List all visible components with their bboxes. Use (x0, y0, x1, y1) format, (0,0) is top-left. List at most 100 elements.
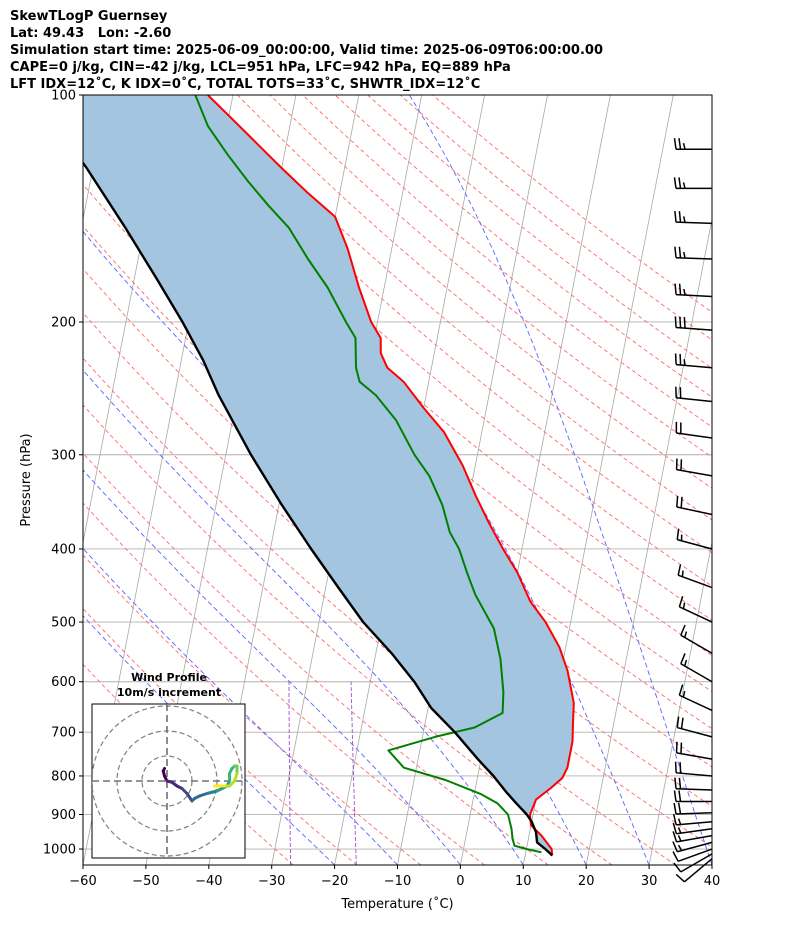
wind-barb (674, 353, 713, 369)
wind-barb-flag (678, 177, 682, 189)
wind-barb-flag (683, 359, 686, 366)
wind-barb (674, 283, 713, 298)
wind-barb-flag (678, 595, 684, 608)
wind-barb-shaft (676, 828, 713, 835)
location-line: Lat: 49.43 Lon: -2.60 (10, 26, 172, 41)
y-tick-label: 200 (51, 315, 76, 330)
y-tick-label: 500 (51, 616, 76, 631)
y-tick-label: 700 (51, 726, 76, 741)
wind-barb-shaft (675, 811, 713, 815)
wind-barb (674, 211, 713, 225)
cape-cin-area (83, 95, 574, 856)
wind-barb (680, 624, 713, 654)
wind-barb-shaft (676, 752, 713, 760)
wind-barb-flag (675, 873, 685, 883)
wind-barb-flag (678, 790, 682, 802)
x-tick-label: 30 (641, 874, 658, 889)
wind-barb (676, 495, 713, 516)
wind-barb (675, 741, 713, 760)
wind-barb (675, 858, 713, 883)
wind-barb-flag (683, 317, 686, 329)
wind-barb-flag (677, 564, 682, 576)
wind-barb-shaft (679, 606, 713, 623)
wind-barb (674, 246, 713, 260)
mixing-ratio-line (350, 681, 357, 865)
moist-adiabat (83, 547, 398, 865)
wind-barb-shaft (679, 694, 713, 712)
wind-barb-flag (682, 143, 686, 150)
wind-barb-shaft (676, 506, 713, 516)
wind-barb (673, 790, 712, 803)
dry-adiabat (269, 95, 712, 458)
x-axis-label: Temperature (˚C) (340, 896, 453, 912)
wind-barb (678, 595, 713, 623)
wind-barb (674, 761, 713, 777)
hodograph-title: Wind Profile 10m/s increment (92, 670, 246, 700)
wind-barb-flag (673, 802, 677, 815)
wind-barb-shaft (676, 293, 713, 298)
dry-adiabat (83, 404, 613, 865)
y-tick-label: 100 (51, 89, 76, 104)
wind-barb-shaft (677, 538, 713, 550)
dry-adiabat (106, 95, 712, 621)
wind-barb-shaft (676, 820, 713, 826)
wind-barb (672, 848, 713, 863)
y-tick-label: 600 (51, 675, 76, 690)
isotherm-40 (711, 862, 712, 865)
wind-barb-flag (680, 653, 686, 665)
dry-adiabat (83, 225, 712, 768)
wind-barb-flag (680, 624, 686, 636)
wind-barb (674, 777, 713, 791)
x-tick-label: −30 (258, 874, 285, 889)
dry-adiabat (171, 95, 712, 554)
moist-adiabat (142, 95, 650, 865)
wind-barb-flag (677, 827, 682, 834)
chart-header: SkewTLogP Guernsey Lat: 49.43 Lon: -2.60… (10, 8, 603, 93)
x-tick-label: −20 (321, 874, 348, 889)
wind-barb-flag (676, 716, 680, 728)
cape-line: CAPE=0 j/kg, CIN=-42 j/kg, LCL=951 hPa, … (10, 60, 511, 75)
wind-barb (675, 421, 713, 439)
wind-barb-shaft (677, 841, 713, 853)
wind-barb-shaft (677, 726, 713, 738)
wind-barb-flag (681, 570, 684, 577)
wind-barb-flag (678, 138, 682, 150)
wind-barb (672, 841, 713, 853)
x-tick-label: −10 (384, 874, 411, 889)
wind-barb (673, 177, 712, 190)
wind-barb-shaft (677, 848, 713, 863)
parcel-line (83, 160, 554, 857)
moist-adiabat (409, 95, 712, 865)
hodograph-inner (92, 704, 245, 858)
wind-barb-flag (674, 211, 677, 223)
wind-barb-flag (680, 717, 684, 729)
moist-adiabat (83, 615, 335, 865)
wind-barb-shaft (675, 787, 713, 791)
y-axis-label: Pressure (hPa) (19, 433, 34, 526)
hodograph-title-line1: Wind Profile (131, 671, 207, 684)
wind-barb-flag (678, 777, 682, 789)
wind-barb-flag (672, 813, 677, 826)
wind-barb-shaft (680, 634, 713, 654)
wind-barb-flag (674, 353, 677, 365)
wind-barb-flag (677, 844, 683, 851)
wind-barb-flag (678, 283, 682, 295)
wind-barb-shaft (675, 256, 713, 260)
dry-adiabat (83, 268, 712, 807)
wind-barb-flag (683, 631, 688, 638)
wind-barb-shaft (676, 772, 713, 777)
isotherm-30 (648, 540, 712, 865)
x-tick-label: 20 (578, 874, 595, 889)
time-line: Simulation start time: 2025-06-09_00:00:… (10, 43, 603, 58)
temperature-line (207, 95, 575, 856)
hodograph (91, 703, 246, 859)
wind-barb-flag (673, 138, 677, 150)
wind-barb-flag (672, 851, 679, 862)
wind-barb-flag (674, 283, 677, 295)
wind-barb (673, 802, 713, 815)
wind-barb-flag (676, 528, 680, 540)
wind-barb-flag (678, 684, 684, 696)
x-tick-label: −40 (195, 874, 222, 889)
wind-barb-flag (679, 353, 682, 366)
wind-barb-flag (677, 835, 682, 842)
